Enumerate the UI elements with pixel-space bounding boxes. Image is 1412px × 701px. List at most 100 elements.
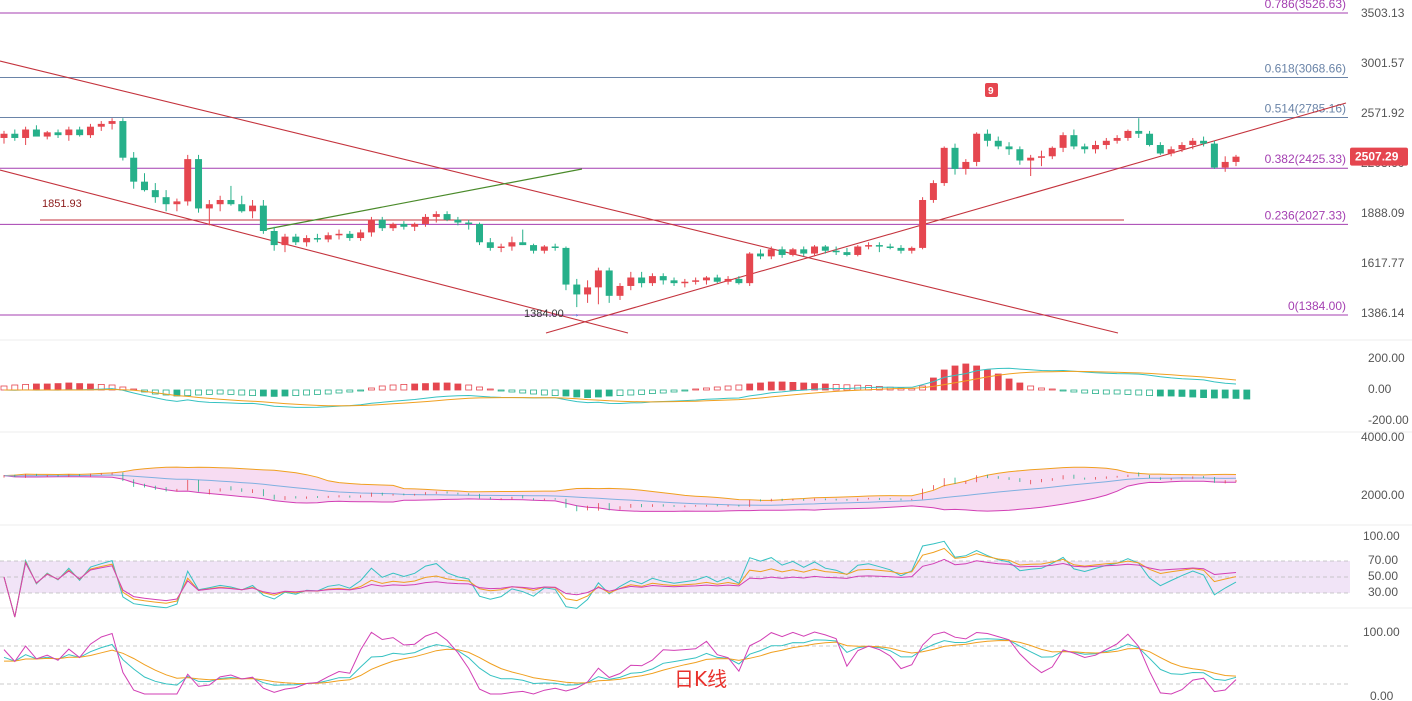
kdj-axis-tick: 100.00 bbox=[1363, 625, 1400, 639]
macd-bar bbox=[357, 389, 365, 392]
candle-body bbox=[151, 190, 159, 198]
trend-lines bbox=[0, 60, 1347, 334]
macd-bar bbox=[162, 389, 170, 396]
candle-body bbox=[940, 147, 948, 184]
candle-body bbox=[713, 277, 721, 282]
macd-bar bbox=[1156, 389, 1164, 397]
candle-body bbox=[1070, 135, 1078, 147]
annotations: 1851.93 1384.00 → 9 bbox=[42, 83, 998, 320]
candle-body bbox=[962, 161, 970, 169]
macd-bar bbox=[508, 389, 516, 393]
price-axis-tick: 1888.09 bbox=[1361, 206, 1405, 220]
candle-body bbox=[227, 199, 235, 205]
macd-bar bbox=[1135, 389, 1143, 396]
macd-bar bbox=[757, 382, 764, 391]
macd-bar bbox=[670, 389, 678, 393]
candle-body bbox=[540, 246, 548, 251]
candle-body bbox=[616, 285, 624, 296]
macd-bar bbox=[1038, 387, 1045, 391]
candle-body bbox=[1037, 156, 1045, 158]
macd-bar bbox=[1113, 389, 1121, 395]
rsi-axis-tick: 70.00 bbox=[1368, 553, 1398, 567]
macd-bar bbox=[184, 389, 192, 396]
candle-body bbox=[908, 247, 916, 251]
macd-bar bbox=[1070, 389, 1078, 393]
macd-bar bbox=[195, 389, 202, 396]
low-price-arrow: → bbox=[570, 309, 580, 320]
candle-body bbox=[692, 280, 700, 282]
macd-bar bbox=[584, 389, 591, 398]
candle-body bbox=[140, 181, 148, 191]
macd-bar bbox=[811, 383, 818, 391]
candle-body bbox=[238, 204, 246, 212]
macd-axis-tick: 0.00 bbox=[1368, 382, 1392, 396]
macd-bar bbox=[519, 389, 527, 394]
boll-mid-line bbox=[3, 474, 1237, 506]
candle-body bbox=[1027, 157, 1035, 161]
candle-body bbox=[292, 236, 300, 243]
macd-bar bbox=[778, 381, 786, 391]
macd-bar bbox=[984, 369, 991, 391]
candle-body bbox=[605, 270, 613, 296]
macd-bar bbox=[54, 383, 62, 391]
candle-body bbox=[43, 132, 51, 137]
candle-body bbox=[378, 219, 386, 229]
candle-body bbox=[530, 245, 538, 251]
macd-axis-tick: -200.00 bbox=[1368, 413, 1409, 427]
macd-bar bbox=[249, 389, 256, 396]
candle-body bbox=[508, 242, 516, 247]
macd-bar bbox=[767, 381, 775, 391]
candle-body bbox=[216, 199, 224, 205]
macd-bar bbox=[1243, 389, 1251, 400]
candle-body bbox=[1005, 146, 1013, 150]
kdj-line bbox=[3, 631, 1237, 695]
macd-bar bbox=[1167, 389, 1175, 397]
candle-body bbox=[0, 133, 8, 138]
candle-body bbox=[854, 246, 862, 255]
marker-text: 9 bbox=[988, 86, 994, 97]
candle-body bbox=[389, 223, 397, 229]
candle-body bbox=[638, 277, 646, 284]
candle-body bbox=[313, 238, 321, 240]
trend-line bbox=[0, 169, 629, 334]
kdj-line bbox=[3, 638, 1237, 686]
rsi-axis-tick: 50.00 bbox=[1368, 569, 1398, 583]
candle-body bbox=[184, 159, 192, 202]
candle-body bbox=[756, 253, 764, 257]
macd-bar bbox=[1124, 389, 1132, 395]
candle-body bbox=[735, 278, 743, 284]
macd-bar bbox=[681, 389, 689, 392]
candle-body bbox=[832, 250, 840, 253]
macd-bar bbox=[1005, 378, 1013, 391]
macd-bar bbox=[1081, 389, 1089, 394]
candle-body bbox=[259, 205, 267, 231]
candle-body bbox=[411, 223, 419, 227]
candle-body bbox=[443, 214, 451, 220]
macd-bar bbox=[1016, 382, 1024, 391]
macd-bar bbox=[540, 389, 548, 396]
candle-body bbox=[357, 232, 365, 239]
macd-bar bbox=[303, 389, 310, 396]
macd-bar bbox=[281, 389, 289, 397]
candle-body bbox=[281, 236, 289, 246]
macd-bar bbox=[443, 382, 451, 391]
candle-body bbox=[648, 276, 656, 284]
candle-body bbox=[1156, 145, 1164, 154]
candle-body bbox=[659, 276, 667, 281]
candle-body bbox=[1189, 140, 1197, 146]
macd-bar bbox=[497, 389, 505, 392]
macd-bar bbox=[573, 389, 581, 398]
macd-bar bbox=[270, 389, 278, 397]
candle-body bbox=[865, 245, 873, 247]
price-axis: 3503.133001.572571.922203.601888.091617.… bbox=[1350, 6, 1408, 320]
macd-bar bbox=[562, 389, 570, 397]
candle-body bbox=[929, 183, 937, 200]
fib-label: 0.382(2425.33) bbox=[1265, 152, 1346, 166]
candle-body bbox=[800, 249, 808, 254]
macd-bar bbox=[335, 389, 343, 394]
rsi-axis-tick: 30.00 bbox=[1368, 585, 1398, 599]
price-tag-text: 2507.29 bbox=[1355, 150, 1399, 164]
candle-body bbox=[11, 133, 19, 138]
candle-body bbox=[702, 277, 710, 281]
